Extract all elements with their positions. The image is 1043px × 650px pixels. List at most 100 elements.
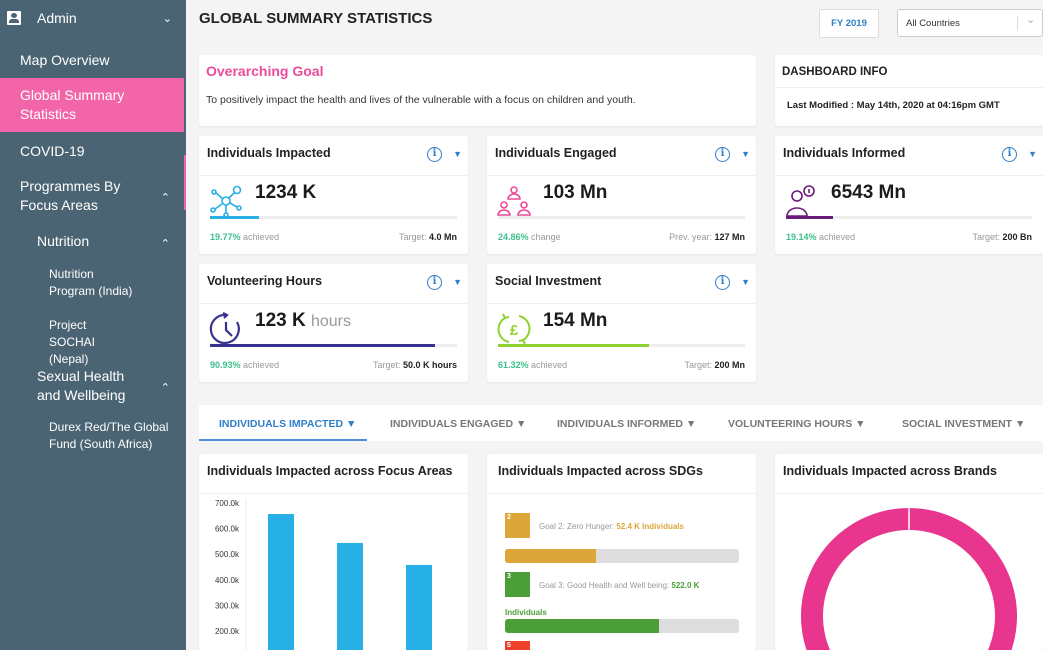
info-icon[interactable]: i xyxy=(715,147,730,162)
country-select-value: All Countries xyxy=(906,18,960,29)
sidebar-item-nutrition-india[interactable]: Nutrition Program (India) xyxy=(49,267,133,298)
caret-down-icon[interactable]: ▼ xyxy=(453,277,462,287)
panel-title: Individuals Impacted across Focus Areas xyxy=(199,454,468,494)
kpi-progress-bar xyxy=(210,344,457,347)
kpi-percent: 19.77% xyxy=(210,232,241,242)
kpi-target-value: 50.0 K hours xyxy=(402,360,457,370)
goal-text: To positively impact the health and live… xyxy=(206,94,636,106)
bar[interactable] xyxy=(337,542,363,650)
info-icon[interactable]: i xyxy=(1002,147,1017,162)
kpi-title: Volunteering Hours i ▼ xyxy=(199,264,468,304)
chevron-up-icon: ⌃ xyxy=(160,382,170,394)
kpi-title: Individuals Impacted i ▼ xyxy=(199,136,468,176)
sdg-goal-icon: 2 xyxy=(505,513,530,538)
y-tick-label: 400.0k xyxy=(215,576,240,585)
panel-title: Individuals Impacted across Brands xyxy=(775,454,1043,494)
sidebar-item-global-summary[interactable]: Global Summary Statistics xyxy=(0,78,184,132)
sidebar-scrollbar[interactable] xyxy=(184,155,186,210)
active-tab-indicator xyxy=(199,439,367,441)
kpi-card-individuals-engaged: Individuals Engaged i ▼ 103 Mn 24.86% cha… xyxy=(487,136,756,254)
chevron-up-icon: ⌃ xyxy=(160,192,170,204)
tab-individuals-engaged[interactable]: INDIVIDUALS ENGAGED ▼ xyxy=(390,418,527,430)
kpi-value: 6543 Mn xyxy=(831,182,906,204)
fy-button[interactable]: FY 2019 xyxy=(819,9,879,38)
kpi-card-volunteering-hours: Volunteering Hours i ▼ 123 K hours 90.93%… xyxy=(199,264,468,382)
tab-social-investment[interactable]: SOCIAL INVESTMENT ▼ xyxy=(902,418,1026,430)
sdg-goal-icon: 3 xyxy=(505,572,530,597)
metric-tabs: INDIVIDUALS IMPACTED ▼ INDIVIDUALS ENGAG… xyxy=(199,405,1043,441)
focus-areas-panel: Individuals Impacted across Focus Areas … xyxy=(199,454,468,650)
kpi-percent: 24.86% xyxy=(498,232,529,242)
kpi-progress-bar xyxy=(498,344,745,347)
kpi-title-text: Social Investment xyxy=(495,274,602,288)
kpi-value-unit: hours xyxy=(310,313,352,330)
clock-icon xyxy=(209,312,243,346)
tab-individuals-informed[interactable]: INDIVIDUALS INFORMED ▼ xyxy=(557,418,697,430)
sidebar-item-nutrition[interactable]: Nutrition ⌃ xyxy=(0,232,184,251)
kpi-card-individuals-impacted: Individuals Impacted i ▼ 1234 K 19.77% ac… xyxy=(199,136,468,254)
kpi-value-number: 123 K xyxy=(255,310,306,331)
sidebar-item-sochai[interactable]: Project SOCHAI (Nepal) xyxy=(49,318,96,366)
kpi-percent: 19.14% xyxy=(786,232,817,242)
tab-individuals-impacted[interactable]: INDIVIDUALS IMPACTED ▼ xyxy=(219,418,357,430)
dashboard-info-title: DASHBOARD INFO xyxy=(782,66,888,78)
info-icon[interactable]: i xyxy=(427,147,442,162)
kpi-progress-bar xyxy=(498,216,745,219)
svg-text:£: £ xyxy=(510,322,519,339)
sidebar-item-durex[interactable]: Durex Red/The Global Fund (South Africa) xyxy=(49,420,169,451)
group-people-icon xyxy=(497,184,531,218)
tab-volunteering-hours[interactable]: VOLUNTEERING HOURS ▼ xyxy=(728,418,866,430)
kpi-target-label: Target: xyxy=(372,360,401,370)
kpi-progress-bar xyxy=(786,216,1032,219)
kpi-card-social-investment: Social Investment i ▼ £ 154 Mn 61.32% ach… xyxy=(487,264,756,382)
sdg-progress-bar xyxy=(505,549,739,563)
kpi-percent-label: achieved xyxy=(243,360,280,370)
sidebar-item-label: Nutrition xyxy=(37,233,90,249)
kpi-value-number: 1234 K xyxy=(255,182,317,203)
bar[interactable] xyxy=(406,564,432,650)
y-tick-label: 300.0k xyxy=(215,601,240,610)
bar[interactable] xyxy=(268,514,294,650)
kpi-target-value: 4.0 Mn xyxy=(428,232,457,242)
kpi-percent-label: achieved xyxy=(531,360,568,370)
overarching-goal-card: Overarching Goal To positively impact th… xyxy=(199,55,756,126)
kpi-progress-bar xyxy=(210,216,457,219)
chevron-down-icon: ⌄ xyxy=(1026,14,1036,26)
kpi-value-number: 103 Mn xyxy=(543,182,608,203)
sidebar-item-sexual-health[interactable]: Sexual Health and Wellbeing ⌃ xyxy=(0,367,184,405)
kpi-target-label: Target: xyxy=(972,232,1000,242)
kpi-title: Individuals Engaged i ▼ xyxy=(487,136,756,176)
y-tick-label: 500.0k xyxy=(215,550,240,559)
kpi-percent: 90.93% xyxy=(210,360,241,370)
donut-slice[interactable] xyxy=(801,507,1017,650)
sdg-value: 52.4 K Individuals xyxy=(616,522,684,531)
caret-down-icon[interactable]: ▼ xyxy=(741,277,750,287)
sidebar-item-covid[interactable]: COVID-19 xyxy=(20,143,85,159)
admin-menu[interactable]: Admin ⌄ xyxy=(0,10,186,30)
sidebar-item-label: Sexual Health and Wellbeing xyxy=(37,368,126,403)
caret-down-icon[interactable]: ▼ xyxy=(1028,149,1037,159)
kpi-value: 154 Mn xyxy=(543,310,607,332)
sdg-goal-icon: 5 xyxy=(505,641,530,650)
chevron-up-icon: ⌃ xyxy=(160,238,170,250)
brands-panel: Individuals Impacted across Brands xyxy=(775,454,1043,650)
admin-label: Admin xyxy=(37,10,77,26)
info-icon[interactable]: i xyxy=(715,275,730,290)
y-tick-label: 600.0k xyxy=(215,525,240,534)
kpi-percent-label: achieved xyxy=(243,232,280,242)
kpi-target-value: 200 Bn xyxy=(1002,232,1032,242)
kpi-title-text: Individuals Impacted xyxy=(207,146,331,160)
kpi-target-value: 200 Mn xyxy=(714,360,745,370)
caret-down-icon[interactable]: ▼ xyxy=(741,149,750,159)
info-icon[interactable]: i xyxy=(427,275,442,290)
goal-title: Overarching Goal xyxy=(206,63,324,79)
kpi-title: Individuals Informed i ▼ xyxy=(775,136,1043,176)
sdg-progress-bar xyxy=(505,619,739,633)
sidebar-item-map-overview[interactable]: Map Overview xyxy=(20,52,110,68)
page-title: GLOBAL SUMMARY STATISTICS xyxy=(199,10,433,27)
country-select[interactable]: All Countries ⌄ xyxy=(897,9,1043,37)
sidebar-item-programmes[interactable]: Programmes By Focus Areas ⌃ xyxy=(0,177,184,215)
y-tick-label: 700.0k xyxy=(215,499,240,508)
kpi-title: Social Investment i ▼ xyxy=(487,264,756,304)
caret-down-icon[interactable]: ▼ xyxy=(453,149,462,159)
